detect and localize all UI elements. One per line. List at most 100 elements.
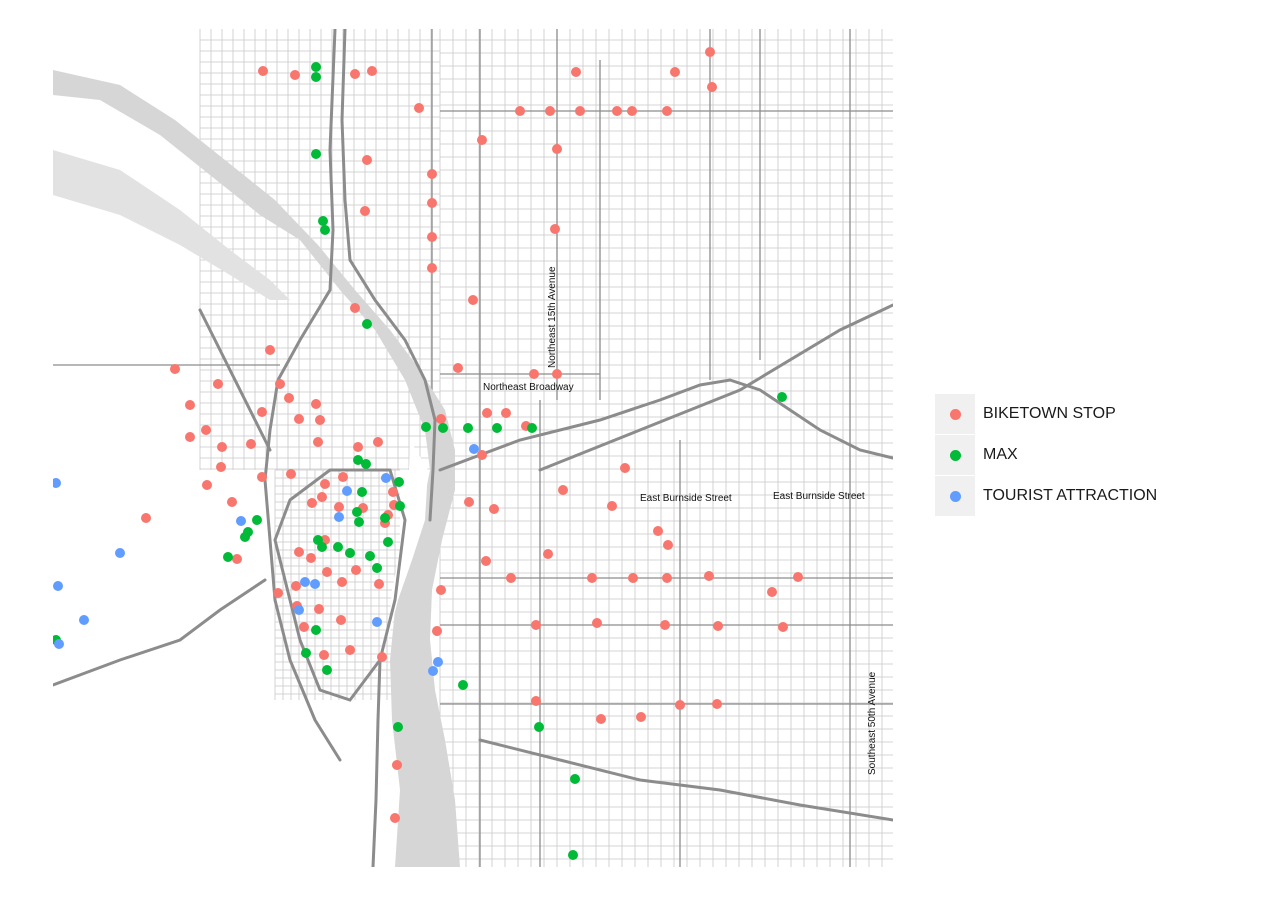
max-stop-point[interactable]: [372, 563, 382, 573]
street-map[interactable]: Northeast 15th Avenue Northeast Broadway…: [53, 29, 893, 867]
max-stop-point[interactable]: [380, 513, 390, 523]
biketown-stop-point[interactable]: [627, 106, 637, 116]
tourist-attraction-point[interactable]: [469, 444, 479, 454]
biketown-stop-point[interactable]: [489, 504, 499, 514]
biketown-stop-point[interactable]: [353, 442, 363, 452]
biketown-stop-point[interactable]: [290, 70, 300, 80]
max-stop-point[interactable]: [568, 850, 578, 860]
biketown-stop-point[interactable]: [596, 714, 606, 724]
max-stop-point[interactable]: [394, 477, 404, 487]
biketown-stop-point[interactable]: [531, 620, 541, 630]
biketown-stop-point[interactable]: [675, 700, 685, 710]
biketown-stop-point[interactable]: [390, 813, 400, 823]
biketown-stop-point[interactable]: [392, 760, 402, 770]
biketown-stop-point[interactable]: [552, 144, 562, 154]
max-stop-point[interactable]: [317, 542, 327, 552]
max-stop-point[interactable]: [383, 537, 393, 547]
biketown-stop-point[interactable]: [662, 106, 672, 116]
biketown-stop-point[interactable]: [265, 345, 275, 355]
tourist-attraction-point[interactable]: [294, 605, 304, 615]
biketown-stop-point[interactable]: [311, 399, 321, 409]
biketown-stop-point[interactable]: [275, 379, 285, 389]
tourist-attraction-point[interactable]: [236, 516, 246, 526]
biketown-stop-point[interactable]: [436, 414, 446, 424]
biketown-stop-point[interactable]: [362, 155, 372, 165]
biketown-stop-point[interactable]: [322, 567, 332, 577]
max-stop-point[interactable]: [352, 507, 362, 517]
max-stop-point[interactable]: [438, 423, 448, 433]
max-stop-point[interactable]: [570, 774, 580, 784]
biketown-stop-point[interactable]: [350, 69, 360, 79]
biketown-stop-point[interactable]: [620, 463, 630, 473]
biketown-stop-point[interactable]: [778, 622, 788, 632]
biketown-stop-point[interactable]: [468, 295, 478, 305]
biketown-stop-point[interactable]: [453, 363, 463, 373]
biketown-stop-point[interactable]: [314, 604, 324, 614]
biketown-stop-point[interactable]: [319, 650, 329, 660]
biketown-stop-point[interactable]: [315, 415, 325, 425]
max-stop-point[interactable]: [353, 455, 363, 465]
max-stop-point[interactable]: [458, 680, 468, 690]
max-stop-point[interactable]: [345, 548, 355, 558]
biketown-stop-point[interactable]: [552, 369, 562, 379]
biketown-stop-point[interactable]: [350, 303, 360, 313]
biketown-stop-point[interactable]: [628, 573, 638, 583]
biketown-stop-point[interactable]: [515, 106, 525, 116]
biketown-stop-point[interactable]: [307, 498, 317, 508]
biketown-stop-point[interactable]: [294, 547, 304, 557]
biketown-stop-point[interactable]: [607, 501, 617, 511]
tourist-attraction-point[interactable]: [433, 657, 443, 667]
biketown-stop-point[interactable]: [558, 485, 568, 495]
biketown-stop-point[interactable]: [217, 442, 227, 452]
biketown-stop-point[interactable]: [713, 621, 723, 631]
biketown-stop-point[interactable]: [793, 572, 803, 582]
tourist-attraction-point[interactable]: [372, 617, 382, 627]
biketown-stop-point[interactable]: [141, 513, 151, 523]
biketown-stop-point[interactable]: [291, 581, 301, 591]
biketown-stop-point[interactable]: [707, 82, 717, 92]
biketown-stop-point[interactable]: [531, 696, 541, 706]
biketown-stop-point[interactable]: [306, 553, 316, 563]
biketown-stop-point[interactable]: [670, 67, 680, 77]
biketown-stop-point[interactable]: [213, 379, 223, 389]
biketown-stop-point[interactable]: [767, 587, 777, 597]
biketown-stop-point[interactable]: [294, 414, 304, 424]
max-stop-point[interactable]: [311, 62, 321, 72]
max-stop-point[interactable]: [395, 501, 405, 511]
biketown-stop-point[interactable]: [660, 620, 670, 630]
biketown-stop-point[interactable]: [477, 135, 487, 145]
biketown-stop-point[interactable]: [377, 652, 387, 662]
biketown-stop-point[interactable]: [227, 497, 237, 507]
biketown-stop-point[interactable]: [427, 169, 437, 179]
biketown-stop-point[interactable]: [575, 106, 585, 116]
biketown-stop-point[interactable]: [170, 364, 180, 374]
biketown-stop-point[interactable]: [258, 66, 268, 76]
biketown-stop-point[interactable]: [592, 618, 602, 628]
max-stop-point[interactable]: [311, 625, 321, 635]
biketown-stop-point[interactable]: [587, 573, 597, 583]
biketown-stop-point[interactable]: [506, 573, 516, 583]
tourist-attraction-point[interactable]: [428, 666, 438, 676]
biketown-stop-point[interactable]: [202, 480, 212, 490]
biketown-stop-point[interactable]: [338, 472, 348, 482]
biketown-stop-point[interactable]: [373, 437, 383, 447]
max-stop-point[interactable]: [777, 392, 787, 402]
biketown-stop-point[interactable]: [712, 699, 722, 709]
biketown-stop-point[interactable]: [663, 540, 673, 550]
tourist-attraction-point[interactable]: [300, 577, 310, 587]
biketown-stop-point[interactable]: [201, 425, 211, 435]
biketown-stop-point[interactable]: [320, 479, 330, 489]
max-stop-point[interactable]: [311, 72, 321, 82]
max-stop-point[interactable]: [393, 722, 403, 732]
biketown-stop-point[interactable]: [550, 224, 560, 234]
biketown-stop-point[interactable]: [334, 502, 344, 512]
biketown-stop-point[interactable]: [612, 106, 622, 116]
max-stop-point[interactable]: [357, 487, 367, 497]
max-stop-point[interactable]: [333, 542, 343, 552]
biketown-stop-point[interactable]: [427, 198, 437, 208]
max-stop-point[interactable]: [365, 551, 375, 561]
biketown-stop-point[interactable]: [704, 571, 714, 581]
biketown-stop-point[interactable]: [436, 585, 446, 595]
biketown-stop-point[interactable]: [464, 497, 474, 507]
max-stop-point[interactable]: [354, 517, 364, 527]
